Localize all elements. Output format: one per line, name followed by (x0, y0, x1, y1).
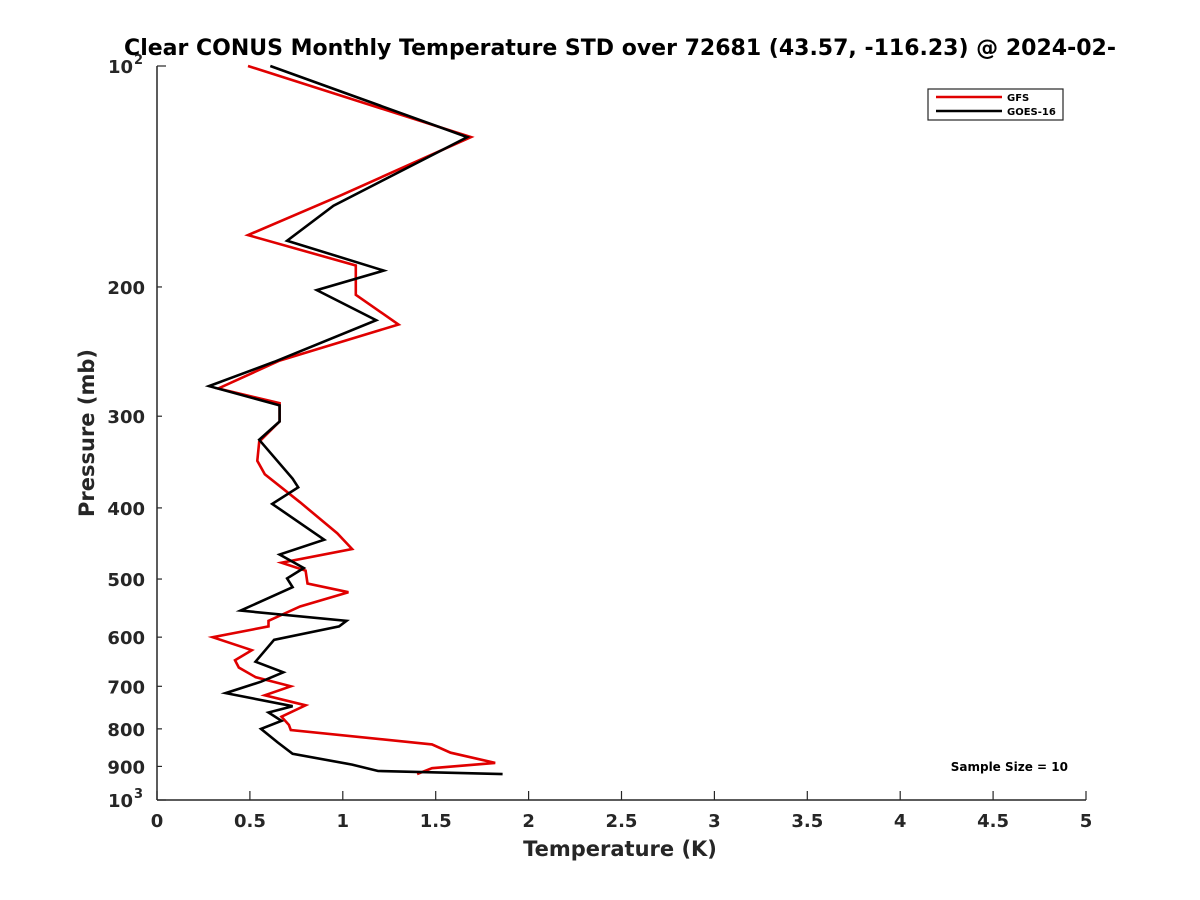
y-tick-label: 900 (107, 757, 145, 778)
legend-box (927, 88, 1064, 121)
sample-size-annotation: Sample Size = 10 (951, 760, 1068, 774)
series-line-goes-16 (204, 64, 503, 776)
x-tick-label: 0 (151, 811, 164, 832)
series-gfs (207, 64, 496, 776)
y-tick-label: 10 (108, 791, 133, 812)
x-tick-label: 2 (522, 811, 535, 832)
y-axis-label: Pressure (mb) (75, 349, 99, 517)
y-tick-exponent: 2 (134, 53, 143, 68)
legend: GFS GOES-16 (927, 88, 1064, 121)
y-tick-label: 800 (107, 720, 145, 741)
series-layer (204, 64, 503, 776)
legend-entry-label: GFS (1007, 93, 1029, 104)
x-tick-label: 3 (708, 811, 721, 832)
y-tick-label: 500 (107, 570, 145, 591)
y-tick-exponent: 3 (134, 787, 143, 802)
x-axis-label: Temperature (K) (523, 837, 717, 861)
y-tick-label: 700 (107, 677, 145, 698)
y-tick-label: 10 (108, 57, 133, 78)
x-tick-label: 1.5 (420, 811, 452, 832)
x-tick-label: 0.5 (234, 811, 266, 832)
x-tick-label: 5 (1080, 811, 1093, 832)
x-tick-label: 3.5 (791, 811, 823, 832)
y-tick-label: 200 (107, 278, 145, 299)
legend-entry-label: GOES-16 (1007, 107, 1056, 118)
axes: 0 0.5 1 1.5 2 2.5 3 3.5 4 4.5 510 22003004005006007… (107, 53, 1092, 832)
series-goes-16 (204, 64, 503, 776)
x-tick-label: 4.5 (977, 811, 1009, 832)
series-line-gfs (207, 64, 496, 776)
y-tick-label: 300 (107, 407, 145, 428)
y-tick-label: 400 (107, 499, 145, 520)
x-tick-label: 2.5 (606, 811, 638, 832)
y-tick-label: 600 (107, 628, 145, 649)
x-tick-label: 4 (894, 811, 907, 832)
x-tick-label: 1 (337, 811, 350, 832)
chart-title: Clear CONUS Monthly Temperature STD over… (124, 36, 1116, 61)
